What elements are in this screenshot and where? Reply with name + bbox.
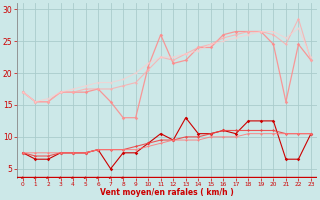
X-axis label: Vent moyen/en rafales ( km/h ): Vent moyen/en rafales ( km/h ): [100, 188, 234, 197]
